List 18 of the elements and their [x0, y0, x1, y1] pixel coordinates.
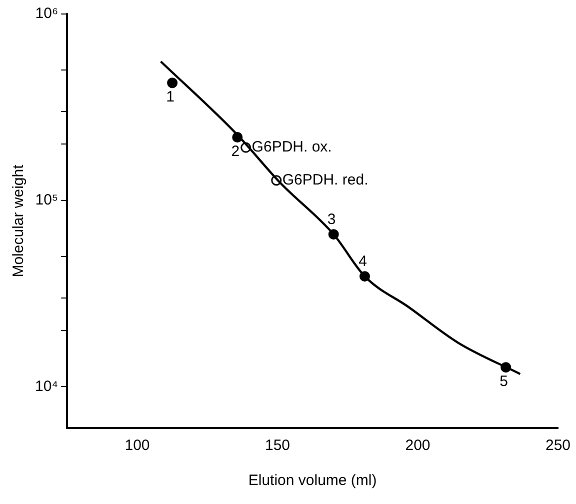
annotation: 4	[358, 252, 367, 270]
x-tick-label: 250	[545, 437, 571, 454]
annotation: G6PDH. ox.	[252, 138, 332, 156]
y-tick-label: 10⁶	[35, 5, 58, 22]
annotation: 1	[166, 88, 174, 106]
line-series	[160, 60, 522, 376]
x-tick-label: 200	[405, 437, 430, 454]
x-tick-label: 150	[264, 437, 290, 454]
annotation: 3	[327, 210, 336, 228]
annotation: 5	[500, 372, 508, 390]
x-axis-title: Elution volume (ml)	[248, 472, 377, 490]
y-tick-label: 10⁵	[35, 191, 58, 208]
y-tick-label: 10⁴	[34, 378, 58, 395]
point	[167, 78, 178, 88]
x-tick-label: 100	[124, 437, 150, 454]
annotation: 2	[231, 142, 240, 160]
annotation: G6PDH. red.	[282, 171, 368, 188]
y-axis-title: Molecular weight	[10, 164, 28, 278]
